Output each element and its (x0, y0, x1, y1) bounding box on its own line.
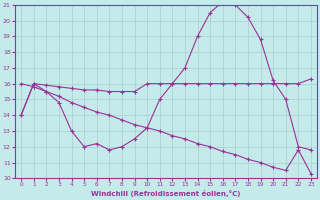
X-axis label: Windchill (Refroidissement éolien,°C): Windchill (Refroidissement éolien,°C) (91, 190, 241, 197)
